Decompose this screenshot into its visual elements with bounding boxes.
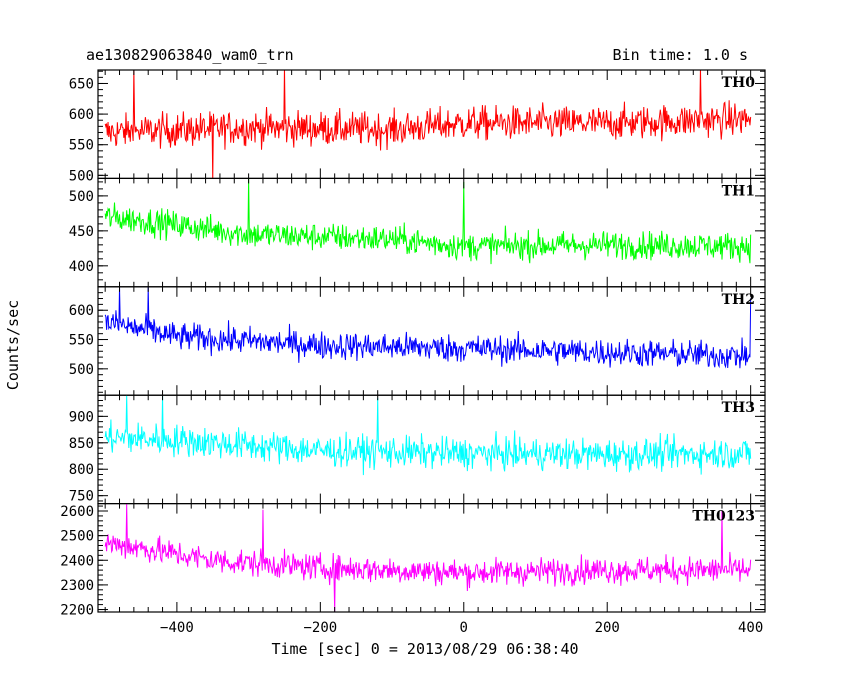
x-tick-label: −200 [303, 620, 337, 636]
y-axis-label: Counts/sec [4, 300, 22, 390]
panel-th2: 500 550 600 TH2 [69, 286, 766, 396]
band-label-th0: TH0 [722, 75, 756, 91]
band-label-th0123: TH0123 [692, 509, 755, 525]
y-tick-label: 750 [69, 489, 94, 505]
band-label-th3: TH3 [722, 400, 755, 416]
y-tick-label: 400 [69, 259, 94, 275]
series-line-th0 [104, 70, 752, 179]
y-tick-label: 500 [69, 189, 94, 205]
panel-th3: 750 800 850 900 TH3 [69, 394, 766, 505]
series-line-th0123 [104, 503, 752, 613]
panel-frame [97, 503, 766, 613]
y-tick-label: 600 [69, 303, 94, 319]
y-tick-label: 900 [69, 409, 94, 425]
series-line-th2 [104, 286, 752, 369]
y-tick-label: 2500 [60, 529, 94, 545]
y-tick-label: 450 [69, 224, 94, 240]
y-tick-label: 2400 [60, 553, 94, 569]
chart-title: ae130829063840_wam0_trn [86, 46, 294, 64]
panel-th0123: 2200 2300 2400 2500 2600 TH0123 [60, 503, 766, 619]
x-tick-label: 400 [738, 620, 763, 636]
x-tick-label: 0 [460, 620, 468, 636]
y-tick-label: 2300 [60, 578, 94, 594]
y-tick-label: 650 [69, 76, 94, 92]
x-axis: −400 −200 0 200 400 [160, 620, 763, 636]
y-tick-label: 2600 [60, 504, 94, 520]
y-tick-label: 550 [69, 333, 94, 349]
series-line-th3 [104, 395, 752, 476]
x-tick-label: 200 [595, 620, 620, 636]
bin-time-label: Bin time: 1.0 s [613, 46, 748, 64]
x-tick-label: −400 [160, 620, 194, 636]
y-tick-label: 800 [69, 462, 94, 478]
band-label-th2: TH2 [722, 292, 755, 308]
y-tick-label: 550 [69, 138, 94, 154]
y-tick-label: 500 [69, 168, 94, 184]
y-tick-label: 500 [69, 362, 94, 378]
y-tick-label: 850 [69, 436, 94, 452]
panel-th1: 400 450 500 TH1 [69, 177, 766, 288]
x-axis-label: Time [sec] 0 = 2013/08/29 06:38:40 [271, 640, 578, 658]
band-label-th1: TH1 [722, 183, 755, 199]
y-tick-label: 2200 [60, 603, 94, 619]
y-tick-label: 600 [69, 107, 94, 123]
panel-th0: 500 550 600 650 TH0 [69, 69, 766, 184]
panel-stack: 500 550 600 650 TH0 400 450 500 TH1 500 550 600 TH2 7… [60, 69, 766, 619]
series-line-th1 [104, 178, 752, 265]
